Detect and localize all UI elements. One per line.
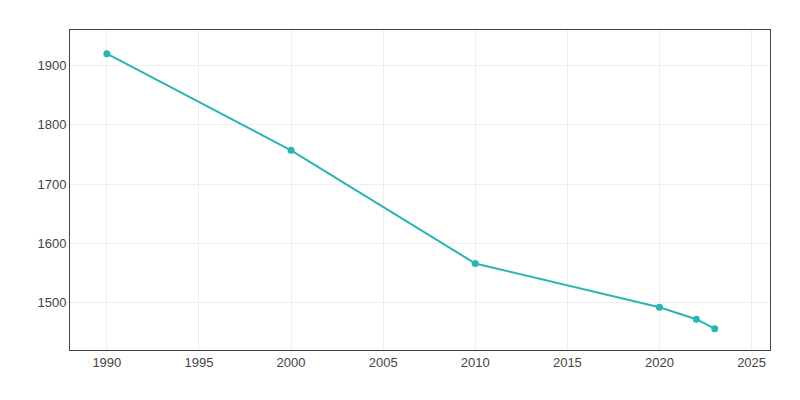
svg-text:1800: 1800 <box>37 117 66 132</box>
svg-text:1600: 1600 <box>37 236 66 251</box>
svg-text:1995: 1995 <box>184 355 213 370</box>
svg-text:1500: 1500 <box>37 295 66 310</box>
svg-text:2005: 2005 <box>369 355 398 370</box>
svg-text:1900: 1900 <box>37 58 66 73</box>
svg-text:2025: 2025 <box>737 355 766 370</box>
svg-text:1990: 1990 <box>92 355 121 370</box>
svg-text:2000: 2000 <box>277 355 306 370</box>
svg-text:1700: 1700 <box>37 177 66 192</box>
svg-text:2010: 2010 <box>461 355 490 370</box>
svg-text:2015: 2015 <box>553 355 582 370</box>
svg-text:2020: 2020 <box>645 355 674 370</box>
